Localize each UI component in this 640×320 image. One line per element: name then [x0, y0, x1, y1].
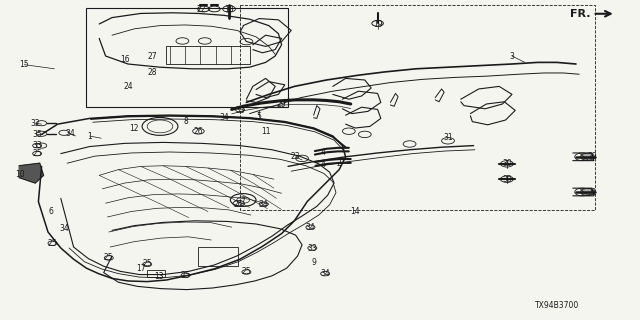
Text: 32: 32	[30, 119, 40, 128]
Text: 34: 34	[219, 113, 229, 122]
Bar	[240, 5, 595, 210]
Text: 1: 1	[87, 132, 92, 140]
Text: 33: 33	[32, 141, 42, 150]
Text: 9: 9	[311, 258, 316, 267]
Text: 35: 35	[32, 130, 42, 139]
Text: 5: 5	[257, 112, 262, 121]
Text: 18: 18	[225, 5, 234, 14]
Text: 11: 11	[261, 127, 270, 136]
Text: 22: 22	[197, 5, 206, 14]
Text: 30: 30	[502, 175, 512, 184]
Bar	[166, 46, 250, 64]
Text: 34: 34	[259, 200, 269, 209]
Text: 29: 29	[276, 100, 287, 109]
Polygon shape	[19, 163, 44, 183]
Text: 16: 16	[120, 55, 130, 64]
Text: 27: 27	[147, 52, 157, 61]
Text: 12: 12	[130, 124, 139, 132]
Text: TX94B3700: TX94B3700	[534, 301, 579, 310]
Text: 3: 3	[509, 52, 515, 60]
Text: 4: 4	[321, 160, 326, 169]
Text: 24: 24	[123, 82, 133, 91]
Text: 34: 34	[59, 224, 69, 233]
Text: 26: 26	[234, 200, 244, 209]
Text: 33: 33	[307, 244, 317, 252]
Text: 6: 6	[49, 207, 54, 216]
Text: 23: 23	[291, 152, 301, 161]
Text: 26: 26	[193, 127, 204, 136]
Text: FR.: FR.	[570, 9, 590, 19]
Bar	[86, 8, 288, 107]
Circle shape	[580, 153, 595, 160]
Text: 20: 20	[587, 152, 597, 161]
Text: 2: 2	[337, 159, 342, 168]
Text: 10: 10	[15, 170, 26, 179]
Text: 17: 17	[136, 264, 146, 273]
Circle shape	[580, 188, 595, 196]
Text: 25: 25	[241, 268, 252, 276]
Text: 28: 28	[148, 68, 157, 76]
Text: 15: 15	[19, 60, 29, 69]
Text: 31: 31	[443, 133, 453, 142]
Text: 25: 25	[142, 260, 152, 268]
Text: 25: 25	[180, 271, 191, 280]
Text: 21: 21	[588, 188, 596, 196]
Text: 14: 14	[350, 207, 360, 216]
Text: 4: 4	[321, 148, 326, 156]
Text: 34: 34	[305, 223, 316, 232]
Text: 25: 25	[47, 239, 58, 248]
Text: 13: 13	[154, 272, 164, 281]
Text: 25: 25	[32, 149, 42, 158]
Text: 34: 34	[320, 269, 330, 278]
Text: 7: 7	[241, 197, 246, 206]
Text: 19: 19	[372, 20, 383, 28]
Bar	[147, 270, 165, 277]
Text: 8: 8	[183, 117, 188, 126]
Text: 25: 25	[104, 253, 114, 262]
Text: 34: 34	[65, 129, 76, 138]
Text: 33: 33	[235, 106, 245, 115]
Bar	[198, 247, 238, 266]
Text: 30: 30	[502, 159, 512, 168]
